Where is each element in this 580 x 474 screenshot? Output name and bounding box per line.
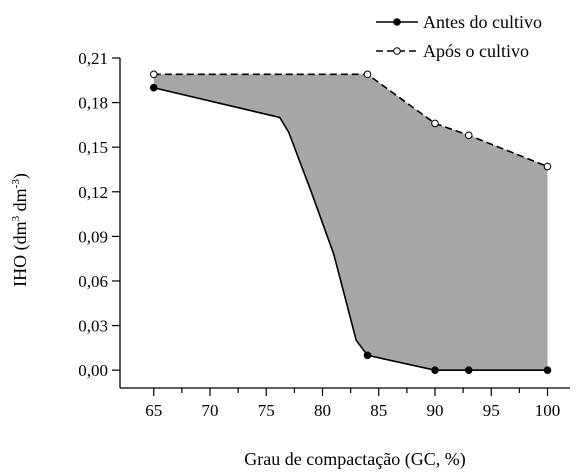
data-point-antes — [149, 83, 158, 92]
y-tick-label: 0,12 — [78, 183, 108, 202]
data-point-apos — [363, 70, 372, 79]
y-axis-label-mid: dm — [10, 188, 30, 216]
legend-marker-antes — [393, 18, 401, 26]
y-tick-label: 0,21 — [78, 49, 108, 68]
legend-label-antes: Antes do cultivo — [423, 12, 542, 32]
y-tick-label: 0,09 — [78, 227, 108, 246]
y-tick-label: 0,03 — [78, 317, 108, 336]
y-axis-label-sup2: -3 — [10, 179, 22, 189]
y-axis-label-sup1: 3 — [10, 215, 22, 221]
y-tick-label: 0,06 — [78, 272, 108, 291]
x-tick-label: 65 — [145, 401, 162, 420]
y-axis-label-end: ) — [10, 173, 31, 179]
shaded-region — [153, 74, 548, 371]
data-point-apos — [543, 162, 552, 171]
y-tick-label: 0,00 — [78, 361, 108, 380]
legend-marker-apos — [393, 47, 401, 55]
y-tick-label: 0,18 — [78, 94, 108, 113]
data-point-antes — [363, 351, 372, 360]
x-axis-label: Grau de compactação (GC, %) — [244, 449, 465, 470]
x-tick-label: 80 — [314, 401, 331, 420]
data-point-antes — [431, 366, 439, 374]
x-tick-label: 95 — [483, 401, 500, 420]
legend-label-apos: Após o cultivo — [423, 41, 529, 61]
legend: Antes do cultivo Após o cultivo — [376, 12, 542, 61]
data-point-apos — [149, 70, 158, 79]
plot-area — [149, 70, 552, 374]
legend-item-apos: Após o cultivo — [376, 41, 529, 61]
y-tick-label: 0,15 — [78, 138, 108, 157]
y-axis-label-base: IHO (dm — [10, 221, 31, 287]
legend-item-antes: Antes do cultivo — [376, 12, 542, 32]
x-tick-label: 75 — [258, 401, 275, 420]
data-point-apos — [431, 119, 439, 128]
x-tick-label: 90 — [427, 401, 444, 420]
axes — [119, 58, 570, 389]
x-tick-label: 85 — [370, 401, 387, 420]
data-point-antes — [543, 366, 552, 374]
y-axis-label: IHO (dm3 dm-3) — [10, 173, 31, 287]
data-point-apos — [464, 131, 473, 140]
tick-marks — [112, 57, 549, 396]
x-tick-label: 100 — [535, 401, 561, 420]
tick-labels: 65 70 75 80 85 90 95 100 0,00 0,03 0,06 0,09 0,12 0,1… — [78, 49, 560, 420]
x-tick-label: 70 — [202, 401, 219, 420]
series-line-antes — [153, 86, 548, 371]
data-point-antes — [464, 366, 473, 374]
